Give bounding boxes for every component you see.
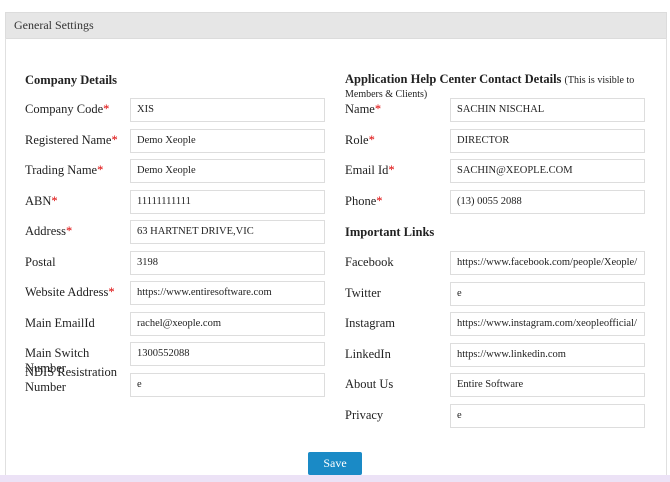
label-text: ABN — [25, 193, 52, 208]
label-text: Email Id — [345, 163, 389, 177]
field-label: About Us — [345, 377, 445, 392]
field-label: Phone* — [345, 194, 445, 209]
required-mark: * — [368, 132, 375, 147]
text-input[interactable]: 3198 — [130, 250, 325, 275]
label-text: Main EmailId — [25, 315, 95, 330]
label-text: NDIS Resistration Number — [25, 364, 118, 394]
label-text: Role — [345, 132, 369, 147]
text-input[interactable]: e — [450, 281, 645, 306]
field-label: Privacy — [345, 408, 445, 423]
label-text: Name — [345, 102, 375, 116]
text-input[interactable]: 1300552088 — [130, 342, 325, 366]
text-input[interactable]: https://www.entiresoftware.com — [130, 281, 325, 305]
field-label: Twitter — [345, 286, 445, 301]
label-text: Registered Name — [25, 132, 112, 147]
label-text: Main Switch Number — [25, 346, 90, 375]
text-input[interactable]: 11111111111 — [130, 189, 325, 214]
text-input[interactable]: https://www.linkedin.com — [450, 342, 645, 367]
label-text: Postal — [25, 254, 56, 269]
required-mark: * — [51, 193, 58, 208]
section-title: Application Help Center Contact Details — [345, 72, 562, 86]
field-label: Instagram — [345, 316, 445, 331]
field-label: Company Code* — [25, 102, 125, 117]
text-input[interactable]: DIRECTOR — [450, 128, 645, 153]
field-label: Main EmailId — [25, 316, 125, 331]
text-input[interactable]: (13) 0055 2088 — [450, 189, 645, 214]
required-mark: * — [65, 224, 73, 238]
label-text: Website Address — [25, 285, 109, 299]
text-input[interactable]: rachel@xeople.com — [130, 311, 325, 336]
field-label: Address* — [25, 224, 125, 239]
field-label: Email Id* — [345, 163, 445, 178]
field-label: Name* — [345, 102, 445, 117]
text-input[interactable]: Entire Software — [450, 373, 645, 397]
label-text: About Us — [345, 377, 394, 391]
field-label: Role* — [345, 133, 445, 148]
field-label: NDIS Resistration Number — [25, 365, 125, 395]
section-title: Company Details — [25, 73, 118, 87]
field-label: Trading Name* — [25, 163, 125, 178]
text-input[interactable]: Demo Xeople — [130, 159, 325, 183]
label-text: Address — [25, 224, 66, 238]
contact-heading: Application Help Center Contact Details … — [345, 73, 650, 101]
field-label: Main Switch Number — [25, 346, 125, 376]
field-label: ABN* — [25, 194, 125, 209]
save-button[interactable]: Save — [308, 452, 362, 475]
section-note: (This is visible to Members & Clients) — [345, 75, 635, 100]
section-title: Important Links — [345, 225, 435, 239]
required-mark: * — [374, 102, 382, 116]
text-input[interactable]: XIS — [130, 98, 325, 122]
label-text: Facebook — [345, 255, 394, 269]
label-text: Company Code — [25, 102, 104, 116]
label-text: Twitter — [345, 285, 381, 300]
text-input[interactable]: https://www.facebook.com/people/Xeople/ — [450, 251, 645, 275]
required-mark: * — [111, 132, 118, 147]
required-mark: * — [108, 285, 115, 299]
label-text: Instagram — [345, 316, 395, 330]
text-input[interactable]: e — [130, 372, 325, 397]
required-mark: * — [376, 193, 383, 208]
bottom-strip — [0, 475, 670, 482]
required-mark: * — [388, 163, 395, 177]
text-input[interactable]: Demo Xeople — [130, 128, 325, 153]
field-label: Registered Name* — [25, 133, 125, 148]
field-label: Postal — [25, 255, 125, 270]
panel-body — [5, 38, 667, 476]
field-label: LinkedIn — [345, 347, 445, 362]
label-text: Phone — [345, 193, 377, 208]
label-text: LinkedIn — [345, 346, 391, 361]
required-mark: * — [103, 102, 110, 116]
text-input[interactable]: 63 HARTNET DRIVE,VIC — [130, 220, 325, 244]
panel-header: General Settings — [5, 12, 667, 39]
required-mark: * — [97, 163, 104, 177]
text-input[interactable]: https://www.instagram.com/xeopleofficial… — [450, 312, 645, 336]
text-input[interactable]: SACHIN NISCHAL — [450, 98, 645, 122]
field-label: Website Address* — [25, 285, 125, 300]
field-label: Facebook — [345, 255, 445, 270]
label-text: Trading Name — [25, 163, 98, 177]
text-input[interactable]: e — [450, 403, 645, 428]
label-text: Privacy — [345, 407, 384, 422]
text-input[interactable]: SACHIN@XEOPLE.COM — [450, 159, 645, 183]
